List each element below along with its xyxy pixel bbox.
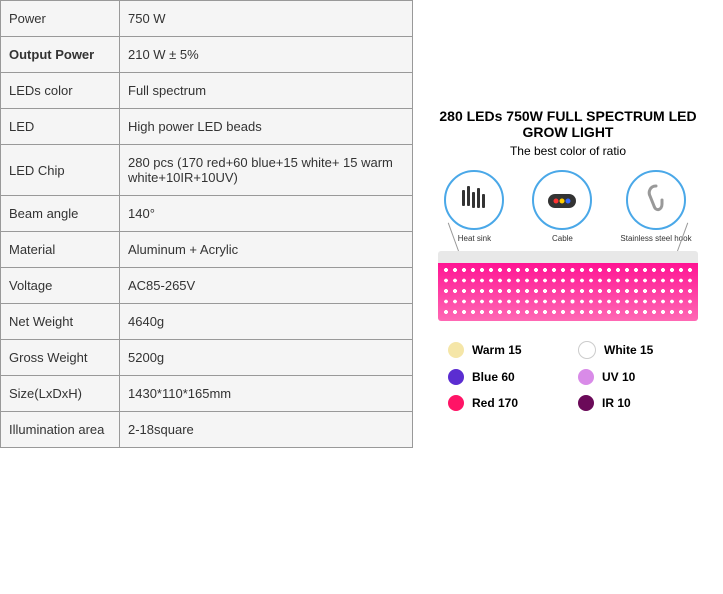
hook-icon: [626, 170, 686, 230]
spec-label: Gross Weight: [1, 340, 120, 376]
color-legend: Warm 15 White 15 Blue 60 UV 10 Red 170 IR 10: [448, 341, 688, 411]
color-swatch: [448, 342, 464, 358]
spec-label: LED Chip: [1, 145, 120, 196]
light-fixture: [438, 251, 698, 321]
spec-value: AC85-265V: [120, 268, 413, 304]
spec-label: Voltage: [1, 268, 120, 304]
product-subtitle: The best color of ratio: [423, 144, 713, 158]
heat-sink-icon: [444, 170, 504, 230]
spec-row: Power750 W: [1, 1, 413, 37]
spec-row: LEDs colorFull spectrum: [1, 73, 413, 109]
spec-label: LED: [1, 109, 120, 145]
spec-value: 280 pcs (170 red+60 blue+15 white+ 15 wa…: [120, 145, 413, 196]
legend-label: White 15: [604, 343, 653, 357]
legend-item: IR 10: [578, 395, 688, 411]
product-panel: 280 LEDs 750W FULL SPECTRUM LED GROW LIG…: [413, 0, 723, 448]
spec-value: 2-18square: [120, 412, 413, 448]
spec-label: LEDs color: [1, 73, 120, 109]
legend-label: Red 170: [472, 396, 518, 410]
spec-label: Size(LxDxH): [1, 376, 120, 412]
color-swatch: [578, 341, 596, 359]
spec-row: Size(LxDxH)1430*110*165mm: [1, 376, 413, 412]
spec-label: Illumination area: [1, 412, 120, 448]
spec-value: High power LED beads: [120, 109, 413, 145]
spec-value: 750 W: [120, 1, 413, 37]
spec-row: Net Weight4640g: [1, 304, 413, 340]
color-swatch: [448, 395, 464, 411]
spec-table: Power750 WOutput Power210 W ± 5%LEDs col…: [0, 0, 413, 448]
icon-label: Cable: [532, 234, 592, 243]
spec-row: Gross Weight5200g: [1, 340, 413, 376]
spec-value: 210 W ± 5%: [120, 37, 413, 73]
spec-row: VoltageAC85-265V: [1, 268, 413, 304]
feature-icons: Heat sink Cable Stainless steel hook: [423, 170, 713, 243]
spec-value: 140°: [120, 196, 413, 232]
spec-label: Net Weight: [1, 304, 120, 340]
spec-row: Illumination area2-18square: [1, 412, 413, 448]
spec-row: Output Power210 W ± 5%: [1, 37, 413, 73]
spec-value: 5200g: [120, 340, 413, 376]
spec-value: Aluminum + Acrylic: [120, 232, 413, 268]
legend-label: Warm 15: [472, 343, 522, 357]
spec-row: MaterialAluminum + Acrylic: [1, 232, 413, 268]
cable-icon: [532, 170, 592, 230]
spec-value: Full spectrum: [120, 73, 413, 109]
color-swatch: [448, 369, 464, 385]
legend-item: White 15: [578, 341, 688, 359]
color-swatch: [578, 369, 594, 385]
spec-value: 4640g: [120, 304, 413, 340]
legend-label: IR 10: [602, 396, 631, 410]
spec-label: Output Power: [1, 37, 120, 73]
spec-value: 1430*110*165mm: [120, 376, 413, 412]
spec-row: LEDHigh power LED beads: [1, 109, 413, 145]
legend-label: Blue 60: [472, 370, 515, 384]
product-title: 280 LEDs 750W FULL SPECTRUM LED GROW LIG…: [423, 108, 713, 140]
spec-label: Material: [1, 232, 120, 268]
spec-row: Beam angle140°: [1, 196, 413, 232]
legend-item: Warm 15: [448, 341, 558, 359]
legend-label: UV 10: [602, 370, 635, 384]
legend-item: Red 170: [448, 395, 558, 411]
color-swatch: [578, 395, 594, 411]
legend-item: UV 10: [578, 369, 688, 385]
legend-item: Blue 60: [448, 369, 558, 385]
spec-label: Beam angle: [1, 196, 120, 232]
spec-row: LED Chip280 pcs (170 red+60 blue+15 whit…: [1, 145, 413, 196]
spec-label: Power: [1, 1, 120, 37]
